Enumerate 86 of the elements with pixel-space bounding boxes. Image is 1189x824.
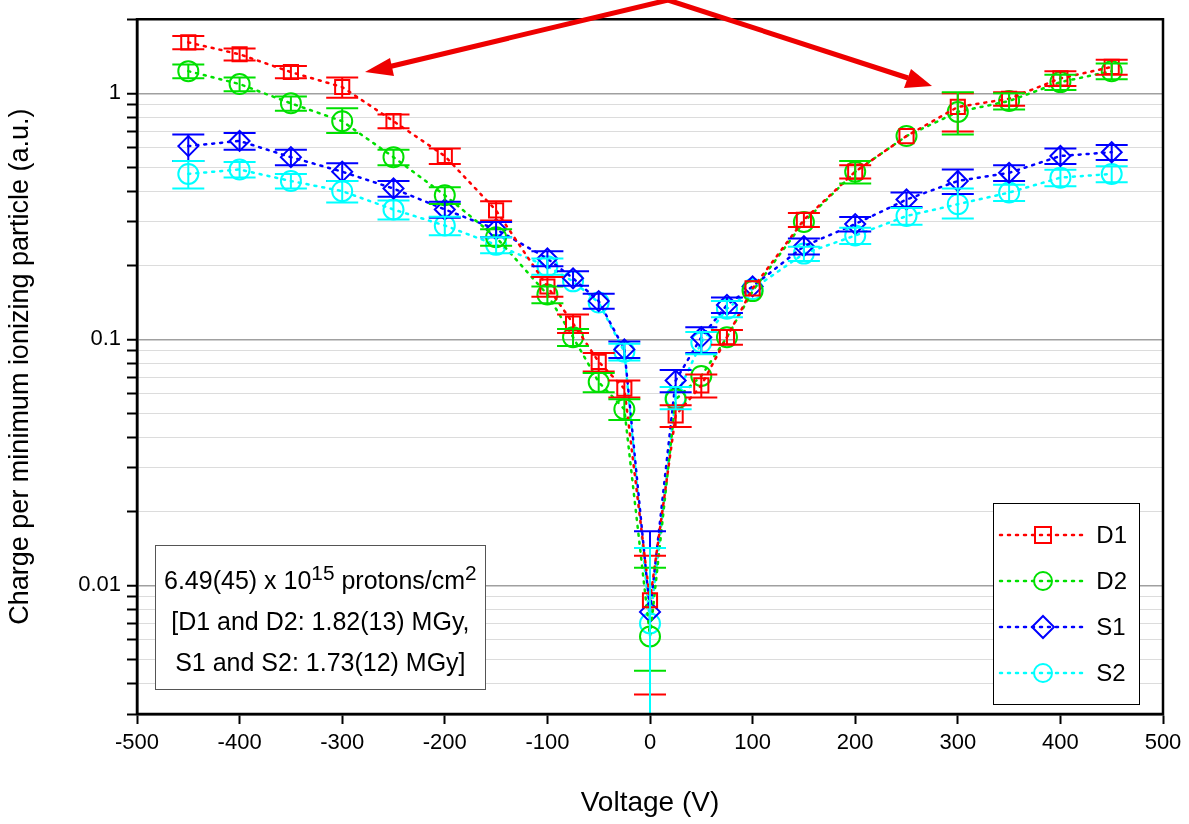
point — [792, 242, 815, 265]
y-tick-label: 0.01 — [78, 571, 121, 597]
point — [590, 353, 607, 370]
x-tick-label: -500 — [114, 729, 160, 755]
point — [639, 600, 661, 623]
point — [433, 184, 456, 207]
point — [564, 315, 582, 332]
legend-label: D2 — [1096, 567, 1127, 595]
point — [792, 210, 815, 233]
y-tick-label: 0.1 — [90, 325, 121, 351]
legend-label: D1 — [1096, 521, 1127, 549]
x-tick-label: 500 — [1144, 729, 1182, 755]
point — [177, 162, 200, 185]
point — [485, 218, 508, 241]
x-tick-label: 400 — [1042, 729, 1079, 755]
point — [331, 160, 354, 183]
point — [385, 113, 402, 130]
point — [613, 398, 636, 421]
point — [228, 129, 251, 152]
x-tick-label: -200 — [422, 729, 467, 755]
point — [946, 169, 969, 192]
point — [639, 625, 661, 648]
point — [436, 147, 453, 165]
point — [334, 78, 351, 96]
point — [180, 34, 197, 51]
point — [844, 213, 867, 236]
x-tick-label: 100 — [734, 729, 771, 755]
x-tick-label: -400 — [217, 729, 262, 755]
point — [693, 377, 710, 394]
annotation: [D1 and D2: 1.82(13) MGy, — [170, 606, 471, 638]
point — [690, 326, 713, 349]
point — [1100, 162, 1123, 185]
x-tick-label: -100 — [525, 729, 570, 755]
point — [177, 60, 200, 83]
point — [485, 233, 508, 256]
point — [1049, 144, 1072, 167]
point — [587, 371, 610, 394]
y-axis-title: Charge per minimum ionizing particle (a.u.) — [3, 108, 34, 625]
point — [331, 110, 354, 133]
annotation: 6.49(45) x 10$^{15}$ protons/cm$^{2}$ — [164, 560, 477, 597]
point — [536, 247, 559, 270]
point — [616, 380, 633, 397]
point — [382, 198, 405, 221]
point — [946, 193, 969, 216]
point — [895, 188, 918, 211]
point — [562, 326, 585, 349]
point — [998, 181, 1021, 204]
point — [433, 214, 456, 237]
point — [1049, 71, 1072, 94]
point — [331, 180, 354, 203]
point — [690, 364, 713, 387]
x-tick-label: 300 — [939, 729, 977, 755]
point — [641, 592, 659, 609]
point — [844, 224, 867, 247]
y-tick-label: 1 — [108, 79, 121, 105]
point — [433, 198, 456, 221]
point — [946, 100, 969, 123]
legend-label: S1 — [1096, 613, 1126, 641]
point — [177, 135, 200, 158]
point — [231, 46, 248, 63]
point — [485, 226, 508, 249]
point — [895, 205, 918, 228]
point — [1049, 166, 1072, 189]
point — [228, 158, 251, 181]
x-tick-label: -300 — [320, 729, 365, 755]
point — [279, 169, 302, 192]
point — [1100, 60, 1123, 83]
point — [279, 92, 302, 115]
point — [690, 331, 713, 354]
point — [382, 146, 405, 169]
point — [488, 202, 505, 219]
x-tick-label: 0 — [643, 729, 657, 755]
point — [664, 369, 687, 392]
point — [998, 161, 1021, 184]
point — [382, 177, 405, 200]
legend-label: S2 — [1096, 659, 1126, 687]
point — [536, 283, 559, 306]
annotation: S1 and S2: 1.73(12) MGy] — [174, 647, 467, 679]
point — [228, 73, 251, 96]
point — [998, 90, 1021, 113]
point — [1100, 141, 1123, 164]
x-tick-label: 200 — [836, 729, 874, 755]
point — [639, 612, 661, 635]
point — [667, 407, 684, 424]
x-axis-title: Voltage (V) — [580, 785, 720, 817]
point — [279, 146, 302, 169]
